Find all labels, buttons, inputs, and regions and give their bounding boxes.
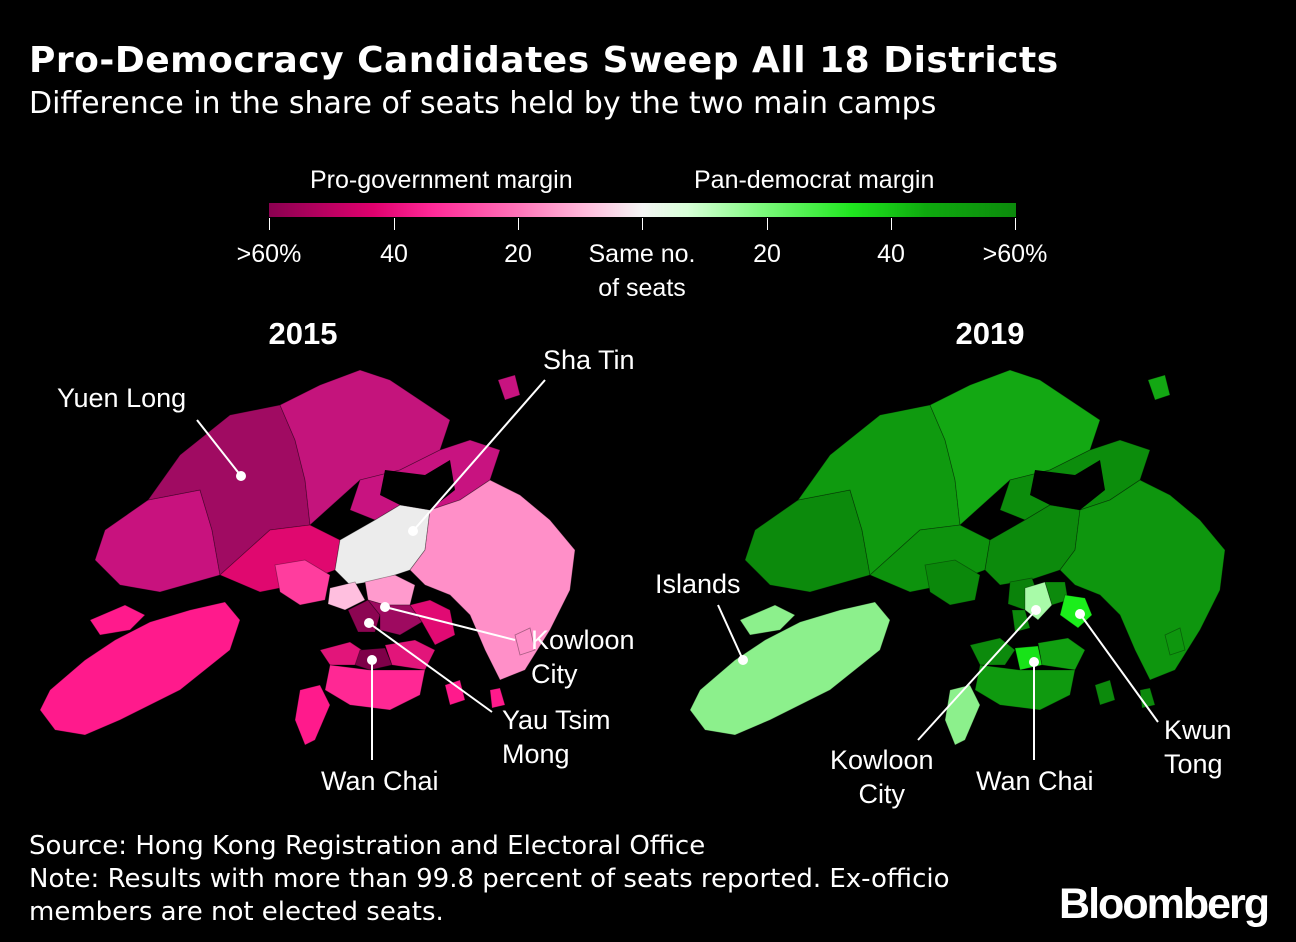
district-kwai-tsing bbox=[274, 559, 331, 606]
district-sai-kung bbox=[409, 479, 576, 681]
legend-tick bbox=[518, 218, 519, 230]
legend-tick-label: 20 bbox=[504, 240, 532, 268]
legend-color-scale bbox=[269, 203, 1016, 217]
label-sha-tin-2015: Sha Tin bbox=[543, 345, 635, 375]
legend-tick bbox=[767, 218, 768, 230]
district-kwun-tong bbox=[409, 599, 456, 646]
district-islands bbox=[39, 601, 241, 736]
map-2019 bbox=[689, 369, 1226, 746]
chart-title: Pro-Democracy Candidates Sweep All 18 Di… bbox=[29, 40, 1059, 81]
district-sai-kung bbox=[1059, 479, 1226, 681]
legend-pro-government-header: Pro-government margin bbox=[310, 166, 573, 194]
label-kowloon-city-2015-line1: Kowloon bbox=[531, 625, 635, 655]
map-2015-year: 2015 bbox=[268, 316, 338, 351]
label-wan-chai-2019: Wan Chai bbox=[976, 766, 1094, 796]
chart-subtitle: Difference in the share of seats held by… bbox=[29, 86, 937, 121]
label-yau-tsim-mong-2015-line2: Mong bbox=[502, 739, 570, 769]
legend-tick bbox=[642, 218, 643, 230]
label-kowloon-city-2015-line2: City bbox=[531, 659, 578, 689]
district-sham-shui-po bbox=[327, 581, 366, 611]
bloomberg-logo: Bloomberg bbox=[1059, 880, 1270, 928]
label-kwun-tong-2019: Kwun Tong bbox=[1164, 713, 1232, 781]
label-kowloon-city-2019-line2: City bbox=[858, 779, 906, 809]
label-kowloon-city-2019: Kowloon City bbox=[830, 743, 934, 811]
legend-tick-label: 40 bbox=[380, 240, 408, 268]
legend-tick bbox=[394, 218, 395, 230]
legend-tick bbox=[891, 218, 892, 230]
label-yuen-long-2015: Yuen Long bbox=[57, 383, 187, 413]
district-islands-2 bbox=[739, 604, 796, 636]
legend-tick-label: 20 bbox=[753, 240, 781, 268]
district-eastern bbox=[1037, 637, 1086, 671]
label-wan-chai-2015: Wan Chai bbox=[321, 766, 439, 796]
district-southern bbox=[324, 664, 426, 711]
label-islands-2019: Islands bbox=[655, 569, 741, 599]
label-yau-tsim-mong-2015: Yau Tsim Mong bbox=[502, 703, 611, 771]
label-kowloon-city-2015: Kowloon City bbox=[531, 623, 635, 691]
legend-tick bbox=[1015, 218, 1016, 230]
footer-note-1: Note: Results with more than 99.8 percen… bbox=[29, 864, 950, 894]
map-2015 bbox=[39, 369, 576, 746]
district-kwai-tsing bbox=[924, 559, 981, 606]
legend-tick bbox=[269, 218, 270, 230]
label-yau-tsim-mong-2015-line1: Yau Tsim bbox=[502, 705, 611, 735]
footer-note-2: members are not elected seats. bbox=[29, 897, 444, 927]
legend-pan-democrat-header: Pan-democrat margin bbox=[694, 166, 935, 194]
footer: Source: Hong Kong Registration and Elect… bbox=[29, 830, 950, 929]
legend-tick-label-same-2: of seats bbox=[598, 274, 686, 302]
district-islands-2 bbox=[89, 604, 146, 636]
label-kwun-tong-2019-line2: Tong bbox=[1164, 749, 1223, 779]
legend-tick-label: >60% bbox=[982, 240, 1048, 268]
legend-tick-label: 40 bbox=[877, 240, 905, 268]
district-islands bbox=[689, 601, 891, 736]
district-southern bbox=[974, 664, 1076, 711]
label-kowloon-city-2019-line1: Kowloon bbox=[830, 745, 934, 775]
label-kwun-tong-2019-line1: Kwun bbox=[1164, 715, 1232, 745]
map-2019-year: 2019 bbox=[955, 316, 1025, 351]
footer-source: Source: Hong Kong Registration and Elect… bbox=[29, 831, 706, 861]
legend-tick-label: >60% bbox=[236, 240, 302, 268]
legend-tick-label-same: Same no. bbox=[588, 240, 696, 268]
district-yau-tsim-mong bbox=[1011, 609, 1031, 633]
